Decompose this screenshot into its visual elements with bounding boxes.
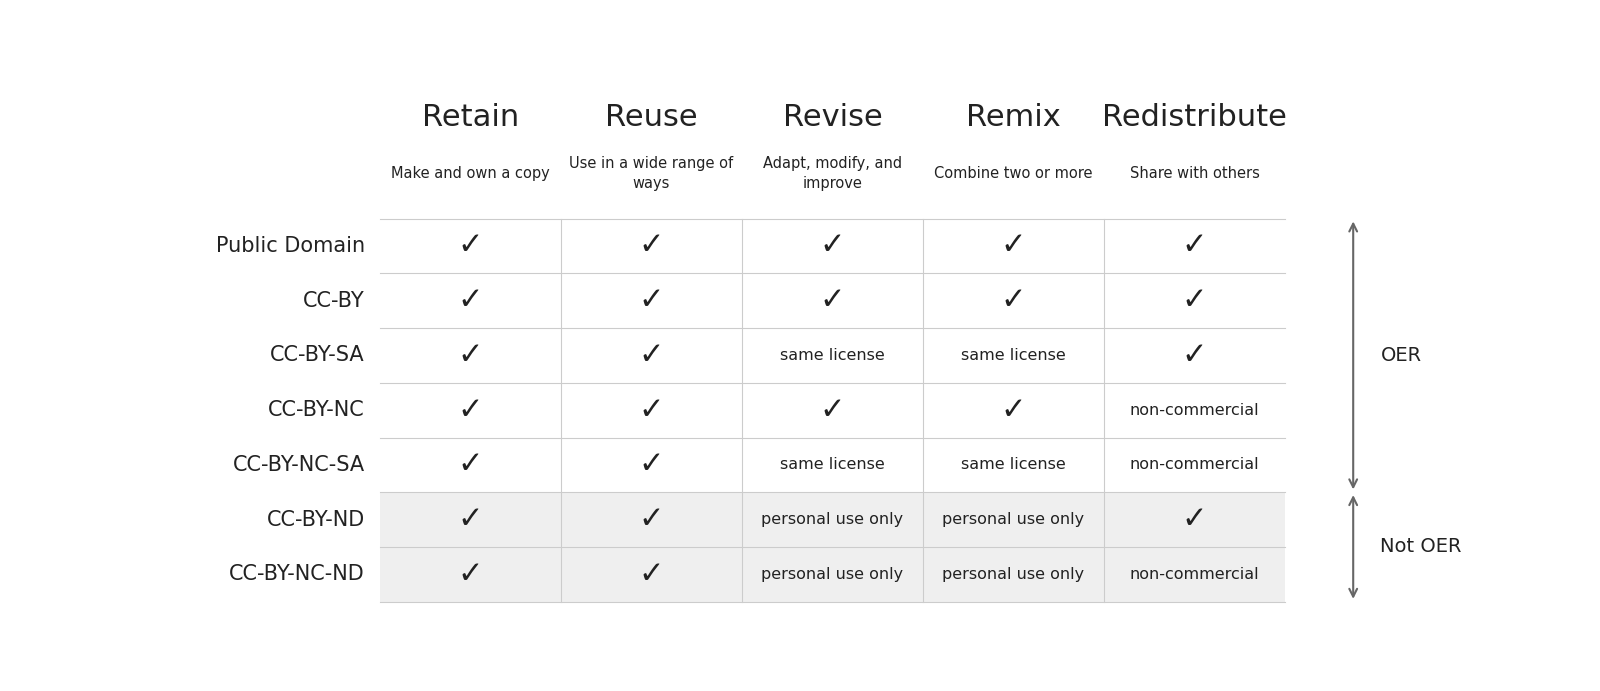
Text: Redistribute: Redistribute — [1102, 103, 1286, 132]
Text: same license: same license — [962, 457, 1066, 473]
Text: Make and own a copy: Make and own a copy — [390, 166, 550, 181]
Text: ✓: ✓ — [458, 451, 483, 480]
Text: personal use only: personal use only — [942, 512, 1085, 527]
Text: ✓: ✓ — [1182, 286, 1208, 315]
Text: ✓: ✓ — [819, 231, 845, 261]
Text: non-commercial: non-commercial — [1130, 403, 1259, 417]
Text: ✓: ✓ — [1000, 231, 1026, 261]
Text: Revise: Revise — [782, 103, 882, 132]
Text: Public Domain: Public Domain — [216, 236, 365, 256]
Bar — [379, 218, 1285, 274]
Text: Reuse: Reuse — [605, 103, 698, 132]
Text: ✓: ✓ — [458, 560, 483, 589]
Text: OER: OER — [1381, 346, 1422, 365]
Text: ✓: ✓ — [638, 286, 664, 315]
Bar — [379, 328, 1285, 383]
Text: ✓: ✓ — [1182, 341, 1208, 370]
Text: ✓: ✓ — [1000, 396, 1026, 425]
Text: ✓: ✓ — [458, 396, 483, 425]
Text: ✓: ✓ — [819, 396, 845, 425]
Text: same license: same license — [781, 457, 885, 473]
Text: ✓: ✓ — [1182, 505, 1208, 534]
Text: CC-BY: CC-BY — [302, 291, 365, 311]
Text: ✓: ✓ — [638, 560, 664, 589]
Text: ✓: ✓ — [638, 231, 664, 261]
Text: ✓: ✓ — [638, 396, 664, 425]
Text: ✓: ✓ — [638, 341, 664, 370]
Text: Use in a wide range of
ways: Use in a wide range of ways — [570, 156, 733, 191]
Text: personal use only: personal use only — [762, 512, 904, 527]
Text: same license: same license — [781, 348, 885, 363]
Text: ✓: ✓ — [458, 505, 483, 534]
Bar — [379, 274, 1285, 328]
Text: CC-BY-ND: CC-BY-ND — [267, 509, 365, 529]
Text: ✓: ✓ — [819, 286, 845, 315]
Text: Combine two or more: Combine two or more — [934, 166, 1093, 181]
Text: Remix: Remix — [966, 103, 1061, 132]
Text: ✓: ✓ — [458, 341, 483, 370]
Text: CC-BY-NC-ND: CC-BY-NC-ND — [229, 565, 365, 585]
Text: Not OER: Not OER — [1381, 538, 1462, 556]
Text: ✓: ✓ — [638, 505, 664, 534]
Text: Share with others: Share with others — [1130, 166, 1259, 181]
Text: ✓: ✓ — [1182, 231, 1208, 261]
Bar — [379, 492, 1285, 547]
Text: personal use only: personal use only — [762, 567, 904, 582]
Text: non-commercial: non-commercial — [1130, 457, 1259, 473]
Text: Adapt, modify, and
improve: Adapt, modify, and improve — [763, 156, 902, 191]
Text: personal use only: personal use only — [942, 567, 1085, 582]
Text: CC-BY-NC-SA: CC-BY-NC-SA — [232, 455, 365, 475]
Bar — [379, 547, 1285, 602]
Text: CC-BY-NC: CC-BY-NC — [269, 400, 365, 420]
Text: non-commercial: non-commercial — [1130, 567, 1259, 582]
Text: same license: same license — [962, 348, 1066, 363]
Text: Retain: Retain — [422, 103, 518, 132]
Bar — [379, 437, 1285, 492]
Text: ✓: ✓ — [638, 451, 664, 480]
Text: ✓: ✓ — [1000, 286, 1026, 315]
Text: ✓: ✓ — [458, 231, 483, 261]
Text: ✓: ✓ — [458, 286, 483, 315]
Text: CC-BY-SA: CC-BY-SA — [270, 346, 365, 366]
Bar — [379, 383, 1285, 437]
